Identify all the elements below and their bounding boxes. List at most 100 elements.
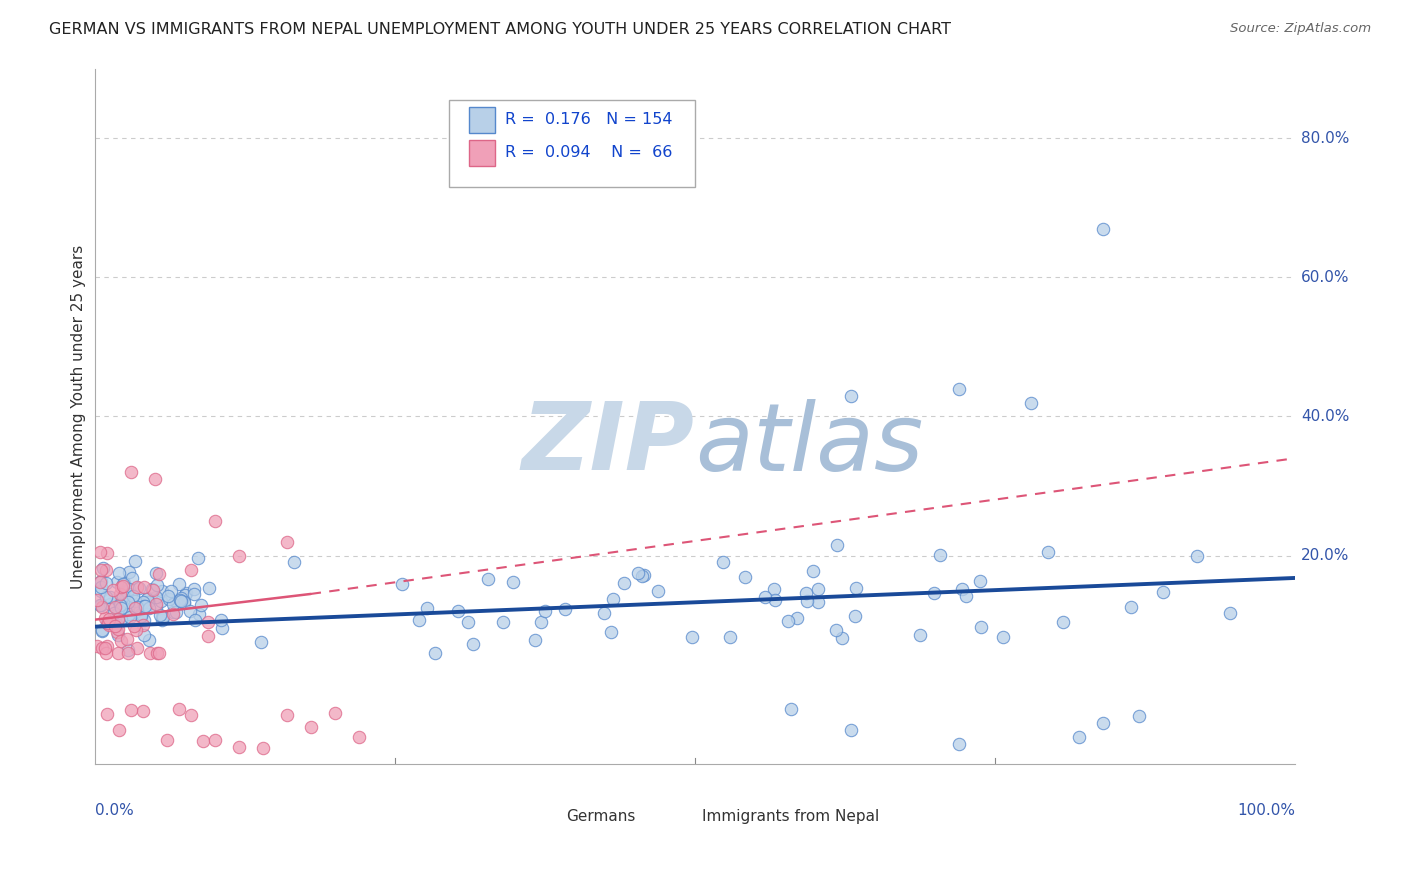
Text: 40.0%: 40.0% — [1301, 409, 1350, 424]
Point — [187, 607, 209, 621]
Point — [132, 580, 155, 594]
Point — [530, 615, 553, 629]
Point — [98, 612, 121, 626]
Point — [146, 578, 169, 592]
Point — [502, 574, 524, 589]
Point — [523, 633, 546, 648]
Point — [157, 591, 180, 606]
Point — [170, 594, 193, 608]
Point — [112, 590, 135, 604]
Text: ZIP: ZIP — [522, 399, 695, 491]
Point — [115, 610, 138, 624]
Point — [86, 592, 108, 607]
Point — [91, 624, 114, 639]
Point — [1067, 730, 1090, 744]
Point — [592, 607, 614, 621]
Point — [110, 580, 132, 594]
Point — [139, 646, 162, 660]
Point — [323, 706, 346, 721]
Point — [118, 599, 141, 613]
Point — [143, 472, 166, 486]
Point — [121, 571, 143, 585]
Point — [922, 586, 945, 600]
Point — [117, 646, 139, 660]
Point — [108, 587, 131, 601]
Point — [136, 591, 159, 605]
Point — [149, 594, 172, 608]
Point — [627, 566, 650, 580]
Point — [107, 606, 129, 620]
Point — [807, 595, 830, 609]
Point — [105, 618, 128, 632]
Point — [602, 592, 624, 607]
Point — [613, 576, 636, 591]
Point — [136, 595, 159, 609]
Point — [107, 628, 129, 642]
Point — [107, 612, 129, 626]
Point — [844, 609, 866, 624]
Point — [1128, 708, 1150, 723]
Point — [91, 623, 114, 637]
Point — [124, 594, 146, 608]
Point — [908, 627, 931, 641]
Point — [191, 733, 214, 747]
Point — [839, 723, 862, 737]
Point — [134, 599, 156, 614]
Point — [299, 720, 322, 734]
Point — [97, 615, 120, 630]
Point — [120, 703, 142, 717]
Point — [167, 577, 190, 591]
Point — [786, 611, 808, 625]
Point — [228, 549, 250, 563]
Point — [89, 598, 111, 612]
Point — [180, 708, 202, 723]
Point — [90, 584, 112, 599]
Point — [145, 597, 167, 611]
Point — [950, 582, 973, 597]
Point — [711, 555, 734, 569]
Point — [162, 597, 184, 611]
Point — [96, 590, 118, 604]
Point — [831, 631, 853, 645]
Point — [145, 599, 167, 614]
Point — [111, 579, 134, 593]
Text: 60.0%: 60.0% — [1301, 269, 1350, 285]
Point — [132, 628, 155, 642]
Point — [165, 593, 187, 607]
Point — [86, 639, 108, 653]
Point — [122, 589, 145, 603]
Point — [1121, 600, 1143, 615]
Bar — [533, 807, 560, 826]
Point — [107, 592, 129, 607]
Point — [96, 646, 118, 660]
Point — [94, 641, 117, 656]
Point — [156, 589, 179, 603]
Point — [197, 629, 219, 643]
Point — [96, 615, 118, 630]
Point — [127, 599, 149, 614]
Point — [173, 597, 195, 611]
Point — [149, 608, 172, 623]
Point — [115, 632, 138, 647]
Point — [457, 615, 479, 630]
Point — [173, 588, 195, 602]
Point — [132, 618, 155, 632]
Point — [118, 582, 141, 596]
Point — [142, 582, 165, 597]
Point — [179, 604, 201, 618]
Point — [276, 707, 298, 722]
Point — [1091, 221, 1114, 235]
Point — [131, 705, 153, 719]
Point — [124, 553, 146, 567]
Bar — [470, 139, 495, 166]
Point — [276, 534, 298, 549]
Point — [806, 582, 828, 597]
Point — [138, 632, 160, 647]
Point — [118, 607, 141, 621]
Point — [204, 514, 226, 528]
Point — [633, 567, 655, 582]
Point — [96, 546, 118, 560]
Point — [825, 538, 848, 552]
Point — [129, 607, 152, 622]
Point — [129, 608, 152, 623]
